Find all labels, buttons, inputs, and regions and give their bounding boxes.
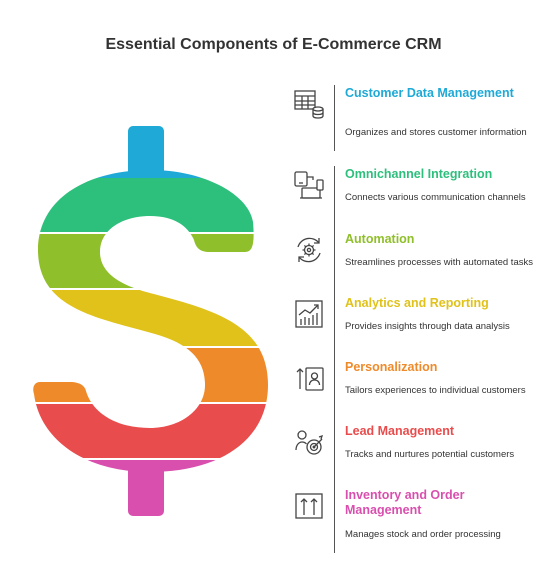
- component-description: Organizes and stores customer informatio…: [345, 127, 527, 138]
- component-description: Tracks and nurtures potential customers: [345, 449, 515, 460]
- dollar-stripe-2: [33, 178, 268, 232]
- component-description: Tailors experiences to individual custom…: [345, 385, 526, 396]
- component-description: Streamlines processes with automated tas…: [345, 257, 533, 268]
- component-description: Manages stock and order processing: [345, 529, 501, 540]
- dollar-stripe-7: [33, 460, 268, 516]
- component-heading: Analytics and Reporting: [345, 296, 489, 310]
- dollar-stripe-3: [33, 234, 268, 288]
- dollar-stripe-4: [33, 290, 268, 346]
- dollar-sign-illustration: [33, 126, 268, 516]
- dollar-stripe-1: [33, 126, 268, 178]
- gear-cycle-icon: [292, 233, 326, 267]
- divider: [334, 487, 335, 553]
- dollar-stripe-5: [33, 348, 268, 402]
- divider: [334, 231, 335, 297]
- divider: [334, 295, 335, 361]
- database-table-icon: [292, 87, 326, 121]
- user-profile-icon: [292, 361, 326, 395]
- page-title: Essential Components of E-Commerce CRM: [105, 36, 442, 53]
- component-customer-data: Customer Data Management Organizes and s…: [292, 85, 542, 151]
- divider: [334, 85, 335, 151]
- component-analytics: Analytics and Reporting Provides insight…: [292, 295, 542, 361]
- divider: [334, 423, 335, 489]
- component-heading: Inventory and Order Management: [345, 488, 465, 517]
- component-heading: Customer Data Management: [345, 86, 514, 100]
- divider: [334, 166, 335, 232]
- inventory-arrows-icon: [292, 489, 326, 523]
- dollar-stripe-6: [33, 404, 268, 458]
- component-heading: Lead Management: [345, 424, 455, 438]
- person-target-icon: [292, 425, 326, 459]
- component-inventory-order: Inventory and Order Management Manages s…: [292, 487, 542, 553]
- component-heading: Personalization: [345, 360, 438, 374]
- component-lead-management: Lead Management Tracks and nurtures pote…: [292, 423, 542, 489]
- component-automation: Automation Streamlines processes with au…: [292, 231, 542, 297]
- bar-chart-icon: [292, 297, 326, 331]
- divider: [334, 359, 335, 425]
- component-omnichannel: Omnichannel Integration Connects various…: [292, 166, 542, 232]
- component-personalization: Personalization Tailors experiences to i…: [292, 359, 542, 425]
- component-heading: Omnichannel Integration: [345, 167, 493, 181]
- component-heading: Automation: [345, 232, 415, 246]
- devices-icon: [292, 168, 326, 202]
- component-description: Connects various communication channels: [345, 192, 526, 203]
- component-description: Provides insights through data analysis: [345, 321, 510, 332]
